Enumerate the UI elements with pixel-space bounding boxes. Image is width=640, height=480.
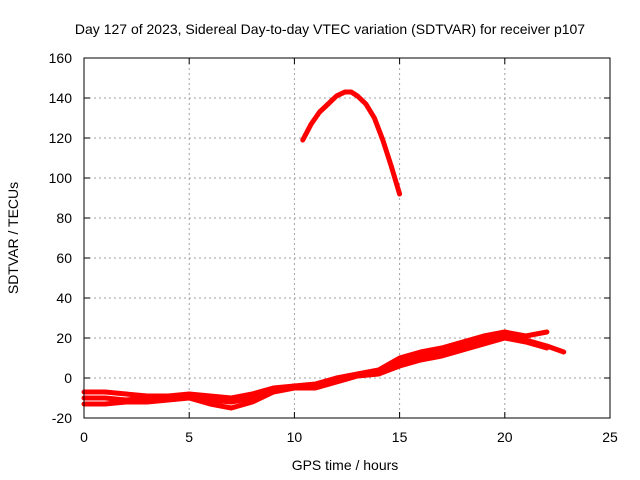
y-tick-label: 40	[56, 290, 72, 306]
x-tick-label: 20	[497, 429, 513, 445]
y-tick-label: 120	[49, 130, 73, 146]
series-arc-high	[300, 89, 403, 197]
y-tick-label: 80	[56, 210, 72, 226]
chart-title: Day 127 of 2023, Sidereal Day-to-day VTE…	[75, 21, 585, 37]
y-axis-label: SDTVAR / TECUs	[5, 182, 21, 294]
x-tick-label: 0	[80, 429, 88, 445]
y-tick-label: 20	[56, 330, 72, 346]
axis-ticks: 0 5 10 15 20 25 -20 0 20 40 60 80 100 120 140 160	[49, 50, 618, 445]
x-tick-label: 15	[392, 429, 408, 445]
x-tick-label: 25	[602, 429, 618, 445]
x-tick-label: 10	[287, 429, 303, 445]
plot-frame	[83, 57, 611, 419]
x-axis-label: GPS time / hours	[292, 457, 399, 473]
y-tick-label: 60	[56, 250, 72, 266]
y-tick-label: 100	[49, 170, 73, 186]
series-band-middle	[81, 333, 567, 405]
y-tick-label: -20	[52, 410, 72, 426]
y-tick-label: 0	[64, 370, 72, 386]
plot-area	[81, 89, 567, 411]
x-tick-label: 5	[185, 429, 193, 445]
y-tick-label: 140	[49, 90, 73, 106]
series-band-lower	[81, 335, 550, 411]
grid	[84, 58, 610, 418]
y-tick-label: 160	[49, 50, 73, 66]
